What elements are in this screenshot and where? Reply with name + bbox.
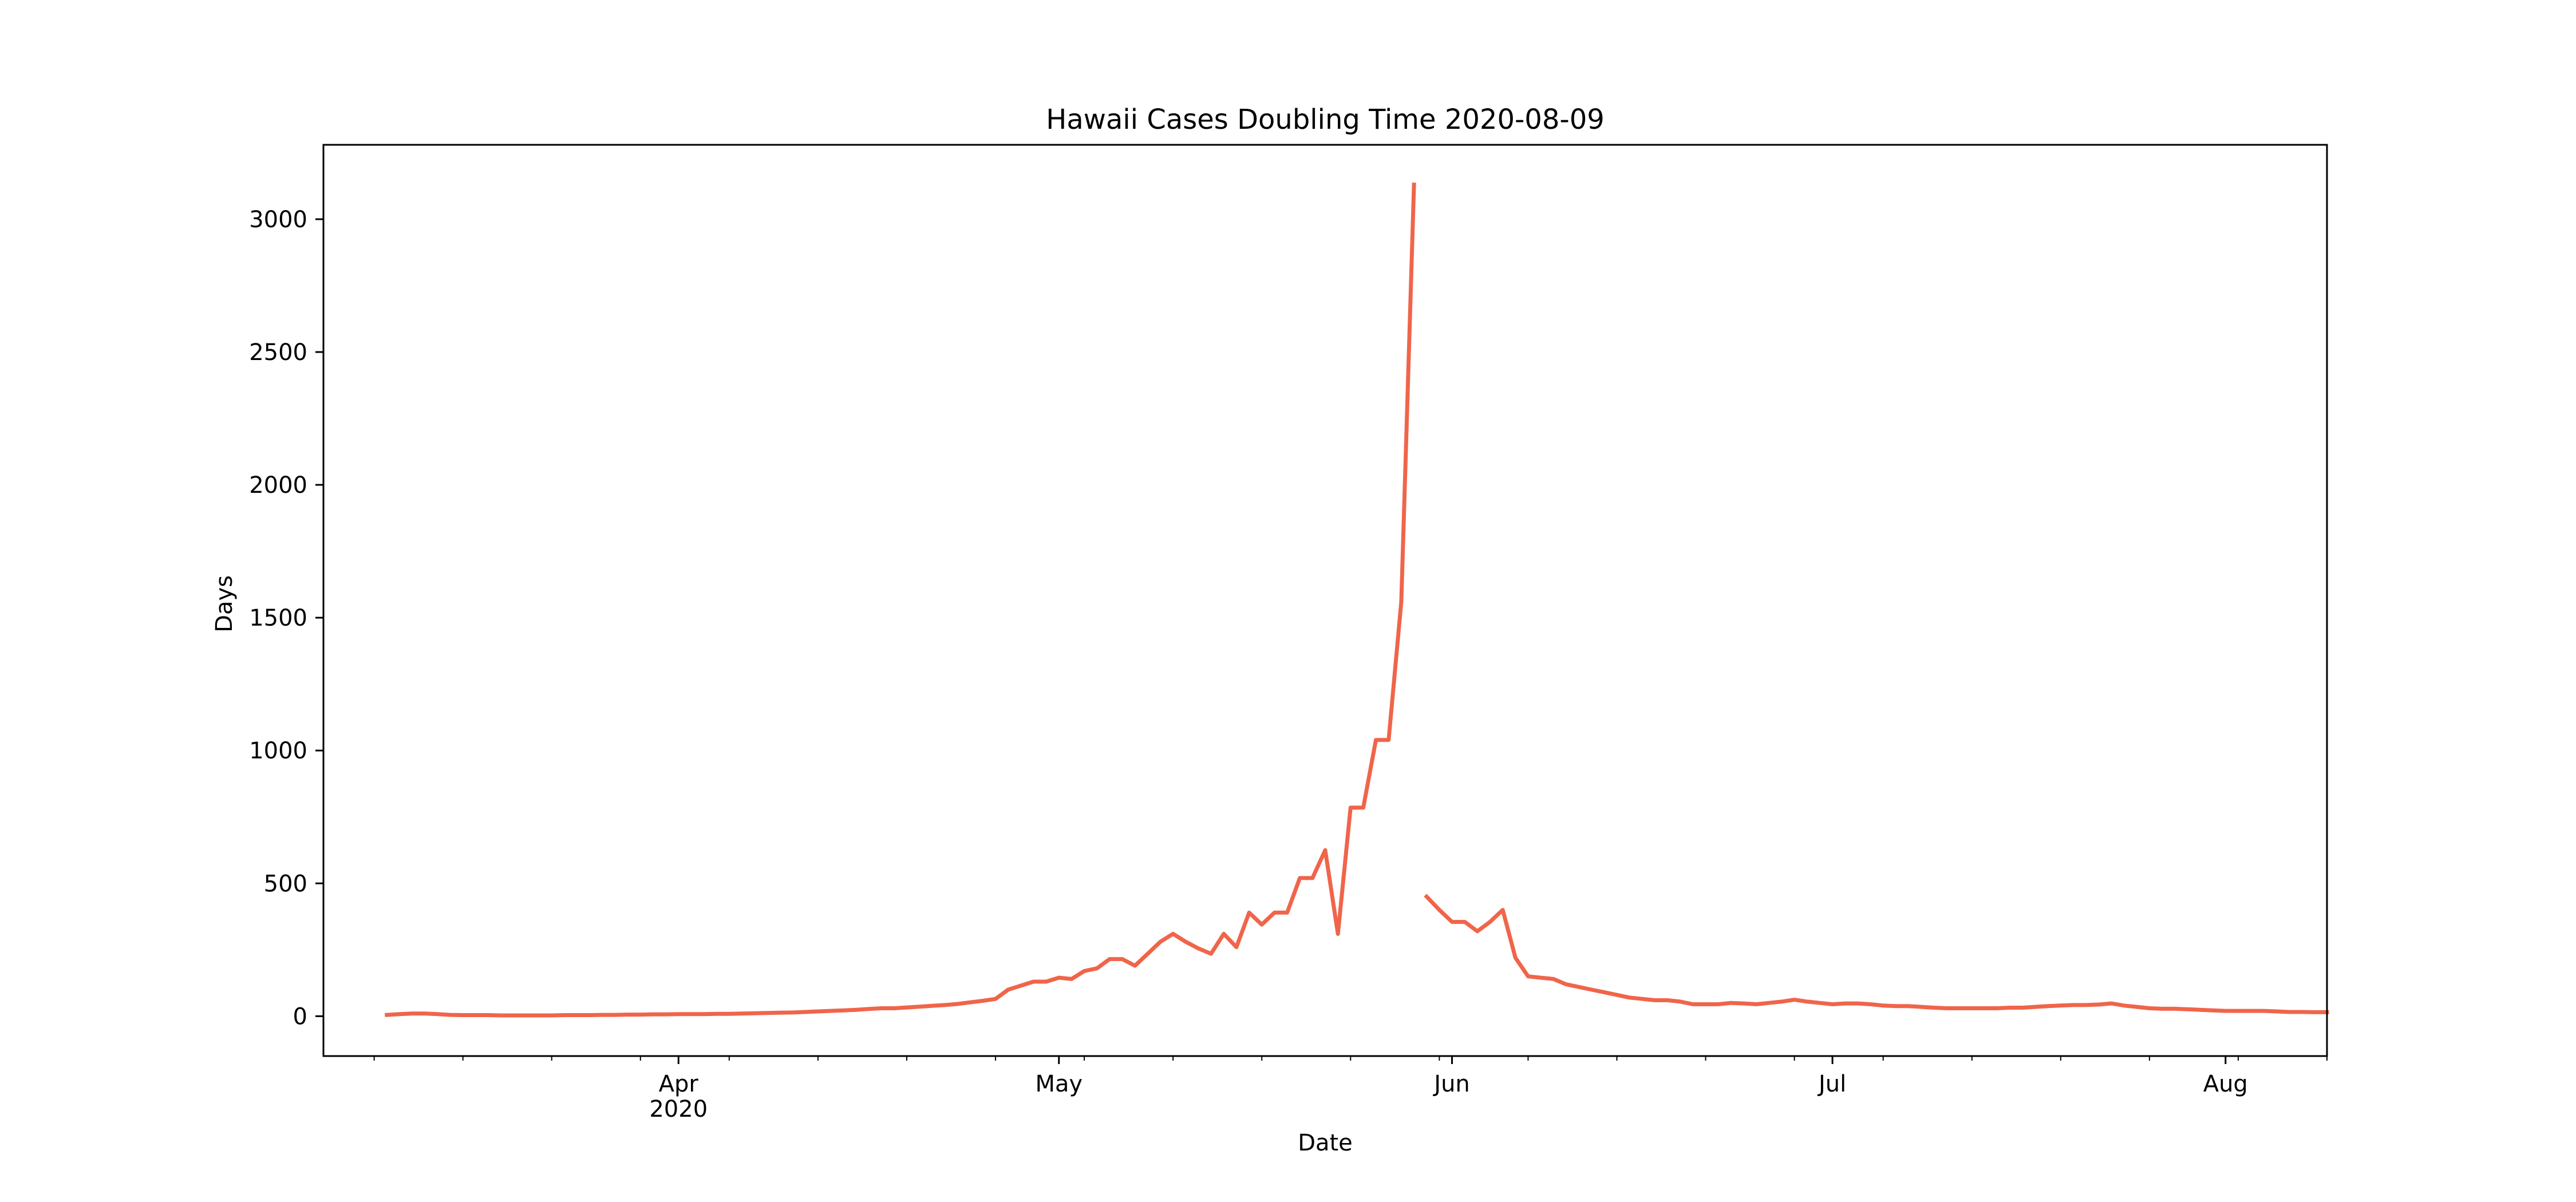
x-tick-label: Jun	[1432, 1071, 1470, 1097]
x-tick-label: Aug	[2203, 1071, 2248, 1097]
y-tick-label: 500	[264, 871, 307, 897]
plot-frame	[322, 144, 2328, 1057]
y-tick-label: 1000	[249, 738, 307, 764]
chart-title: Hawaii Cases Doubling Time 2020-08-09	[1046, 104, 1605, 136]
y-tick-label: 1500	[249, 605, 307, 631]
x-tick-label: Apr	[659, 1071, 699, 1097]
y-tick-label: 3000	[249, 207, 307, 233]
series-line-segment	[385, 182, 1416, 1018]
y-axis-label: Days	[211, 575, 238, 632]
x-tick-label: Jul	[1817, 1071, 1846, 1097]
series-line-segment	[1424, 893, 2329, 1014]
y-tick-label: 0	[293, 1003, 307, 1030]
y-tick-label: 2500	[249, 339, 307, 366]
y-tick-label: 2000	[249, 472, 307, 499]
x-tick-label: May	[1035, 1071, 1082, 1097]
x-tick-sublabel: 2020	[649, 1096, 708, 1122]
x-axis-label: Date	[1298, 1130, 1353, 1156]
